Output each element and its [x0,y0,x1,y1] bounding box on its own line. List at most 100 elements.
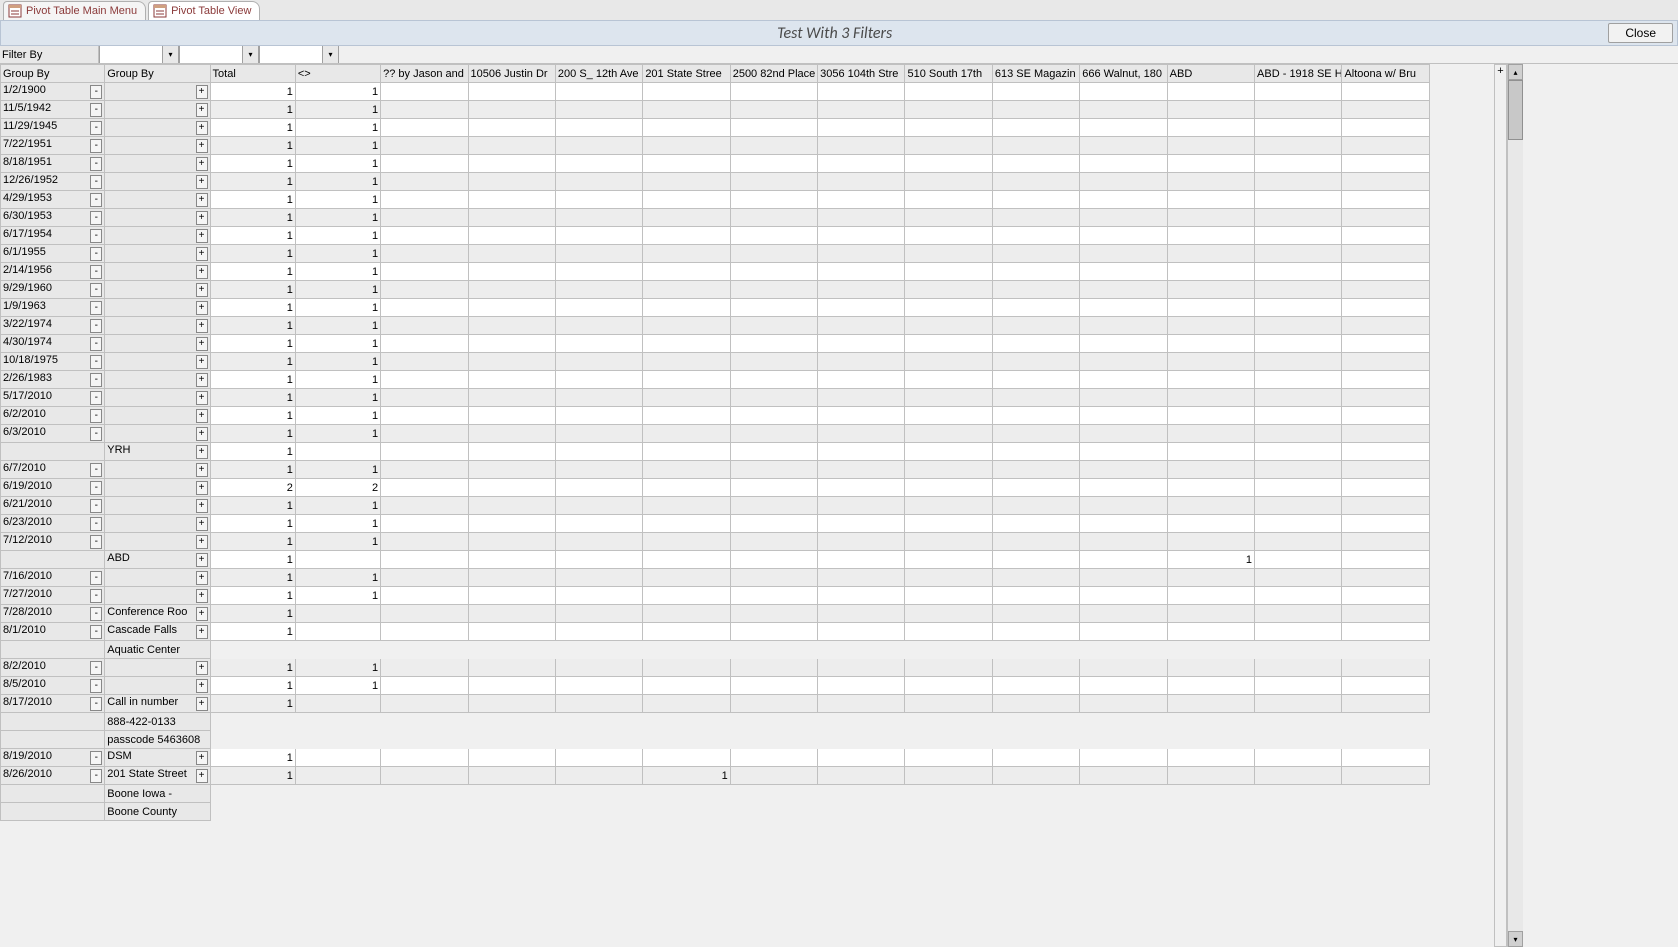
expand-button[interactable]: + [196,175,208,189]
collapse-button[interactable]: - [90,463,102,477]
expand-button[interactable]: + [196,85,208,99]
col-header-data[interactable]: 3056 104th Stre [818,65,905,83]
row-header-a[interactable] [1,443,105,461]
collapse-button[interactable]: - [90,571,102,585]
expand-button[interactable]: + [196,661,208,675]
row-header-b[interactable]: Boone County [105,803,210,821]
row-header-b[interactable]: YRH+ [105,443,210,461]
collapse-button[interactable]: - [90,193,102,207]
collapse-button[interactable]: - [90,391,102,405]
collapse-button[interactable]: - [90,661,102,675]
row-header-b[interactable]: + [105,479,210,497]
row-header-a[interactable]: 6/19/2010- [1,479,105,497]
row-header-b[interactable]: + [105,317,210,335]
row-header-a[interactable]: 3/22/1974- [1,317,105,335]
collapse-button[interactable]: - [90,427,102,441]
expand-button[interactable]: + [196,193,208,207]
row-header-a[interactable]: 4/30/1974- [1,335,105,353]
collapse-button[interactable]: - [90,625,102,639]
col-header-total[interactable]: Total [210,65,295,83]
collapse-button[interactable]: - [90,247,102,261]
expand-button[interactable]: + [196,139,208,153]
close-button[interactable]: Close [1608,23,1673,43]
row-header-b[interactable]: + [105,389,210,407]
row-header-b[interactable]: + [105,119,210,137]
row-header-b[interactable]: + [105,461,210,479]
expand-button[interactable]: + [196,121,208,135]
row-header-b[interactable]: + [105,371,210,389]
filter-select-1[interactable]: ▾ [99,46,179,63]
col-header-data[interactable]: 510 South 17th [905,65,992,83]
row-header-a[interactable]: 2/26/1983- [1,371,105,389]
expand-button[interactable]: + [196,391,208,405]
filter-select-3[interactable]: ▾ [259,46,339,63]
scroll-thumb[interactable] [1508,80,1523,140]
row-header-a[interactable] [1,731,105,749]
col-header-data[interactable]: 2500 82nd Place [730,65,817,83]
row-header-b[interactable]: + [105,227,210,245]
row-header-a[interactable]: 8/17/2010- [1,695,105,713]
row-header-b[interactable]: DSM+ [105,749,210,767]
row-header-a[interactable]: 9/29/1960- [1,281,105,299]
row-header-b[interactable]: Conference Roo+ [105,605,210,623]
collapse-button[interactable]: - [90,535,102,549]
row-header-b[interactable]: ABD+ [105,551,210,569]
row-header-b[interactable]: Boone Iowa - [105,785,210,803]
col-header-group-a[interactable]: Group By [1,65,105,83]
expand-button[interactable]: + [196,427,208,441]
col-header-data[interactable]: 200 S_ 12th Ave [555,65,642,83]
row-header-a[interactable]: 6/2/2010- [1,407,105,425]
expand-button[interactable]: + [196,517,208,531]
row-header-a[interactable]: 6/7/2010- [1,461,105,479]
row-header-a[interactable]: 1/9/1963- [1,299,105,317]
collapse-button[interactable]: - [90,409,102,423]
expand-button[interactable]: + [196,535,208,549]
collapse-button[interactable]: - [90,139,102,153]
row-header-a[interactable]: 7/16/2010- [1,569,105,587]
row-header-a[interactable]: 6/17/1954- [1,227,105,245]
row-header-a[interactable]: 7/28/2010- [1,605,105,623]
row-header-a[interactable]: 4/29/1953- [1,191,105,209]
row-header-a[interactable]: 8/26/2010- [1,767,105,785]
row-header-a[interactable] [1,803,105,821]
expand-button[interactable]: + [196,157,208,171]
collapse-button[interactable]: - [90,319,102,333]
expand-button[interactable]: + [196,247,208,261]
row-header-a[interactable] [1,785,105,803]
collapse-button[interactable]: - [90,85,102,99]
expand-button[interactable]: + [196,589,208,603]
row-header-b[interactable]: 201 State Street+ [105,767,210,785]
row-header-a[interactable]: 7/22/1951- [1,137,105,155]
collapse-button[interactable]: - [90,607,102,621]
row-header-a[interactable]: 5/17/2010- [1,389,105,407]
collapse-button[interactable]: - [90,265,102,279]
expand-button[interactable]: + [196,553,208,567]
row-header-b[interactable]: Aquatic Center [105,641,210,659]
collapse-button[interactable]: - [90,301,102,315]
row-header-b[interactable]: + [105,569,210,587]
row-header-b[interactable]: Cascade Falls+ [105,623,210,641]
collapse-button[interactable]: - [90,589,102,603]
scroll-up-button[interactable]: ▴ [1508,64,1523,80]
row-header-b[interactable]: + [105,515,210,533]
row-header-b[interactable]: + [105,533,210,551]
row-header-a[interactable]: 10/18/1975- [1,353,105,371]
row-header-b[interactable]: + [105,497,210,515]
row-header-b[interactable]: + [105,407,210,425]
col-header-blank[interactable]: <> [295,65,380,83]
expand-button[interactable]: + [196,211,208,225]
row-header-a[interactable]: 1/2/1900- [1,83,105,101]
col-header-data[interactable]: 10506 Justin Dr [468,65,555,83]
collapse-button[interactable]: - [90,373,102,387]
collapse-button[interactable]: - [90,355,102,369]
row-header-a[interactable]: 8/19/2010- [1,749,105,767]
collapse-button[interactable]: - [90,769,102,783]
row-header-a[interactable]: 11/5/1942- [1,101,105,119]
expand-button[interactable]: + [196,229,208,243]
tab-view[interactable]: Pivot Table View [148,1,260,20]
expand-button[interactable]: + [196,319,208,333]
row-header-b[interactable]: + [105,137,210,155]
col-header-data[interactable]: 201 State Stree [643,65,730,83]
collapse-button[interactable]: - [90,481,102,495]
collapse-button[interactable]: - [90,751,102,765]
